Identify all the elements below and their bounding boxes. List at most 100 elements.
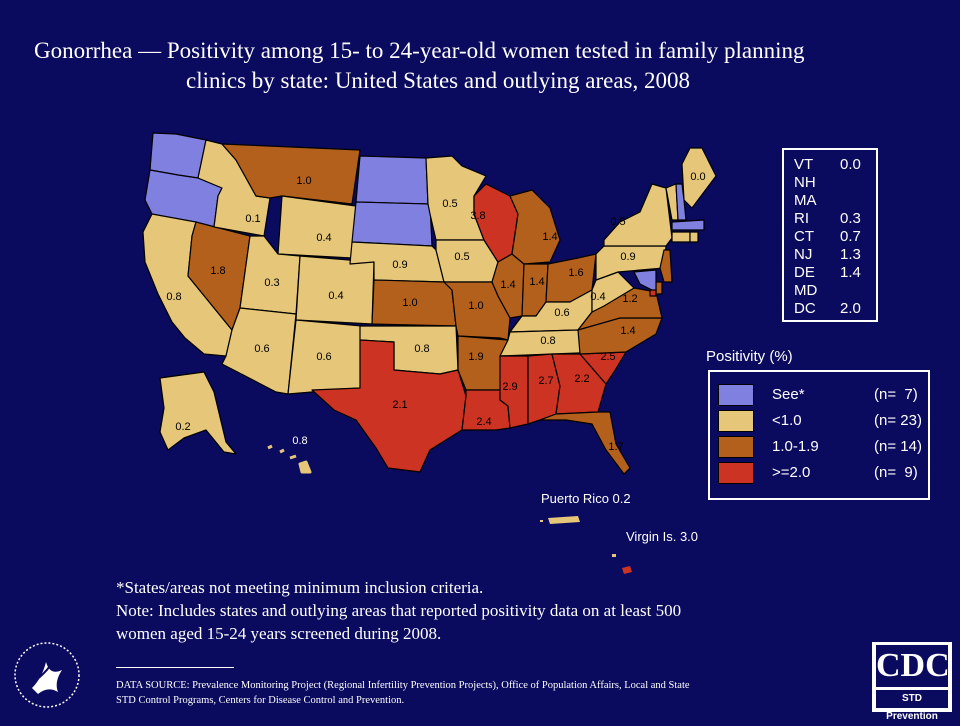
state-ny xyxy=(603,183,673,247)
state-value-ms: 2.9 xyxy=(502,381,517,393)
legend-label: >=2.0 xyxy=(772,464,811,481)
state-value-mo: 1.0 xyxy=(468,300,483,312)
state-value-wv: 0.4 xyxy=(590,291,605,303)
legend-count: (n= 9) xyxy=(874,464,918,481)
inset-state-value: 0.3 xyxy=(840,210,861,227)
legend-title: Positivity (%) xyxy=(706,348,793,365)
state-value-tn: 0.8 xyxy=(540,335,555,347)
inset-state-value: 2.0 xyxy=(840,300,861,317)
cdc-logo-subtitle: STD Prevention xyxy=(876,690,948,722)
footnote-line-3: women aged 15-24 years screened during 2… xyxy=(116,624,442,643)
legend-item: <1.0 (n= 23) xyxy=(718,410,924,432)
inset-state-value: 1.4 xyxy=(840,264,861,281)
inset-row-nj: NJ 1.3 xyxy=(794,246,872,264)
virgin-islands-islet xyxy=(612,554,616,557)
legend-count: (n= 23) xyxy=(874,412,922,429)
state-tx xyxy=(311,339,467,473)
inset-state-abbr: MD xyxy=(794,282,818,299)
inset-row-nh: NH xyxy=(794,174,872,192)
state-value-ar: 1.9 xyxy=(468,351,483,363)
title-line-2: clinics by state: United States and outl… xyxy=(186,68,690,93)
inset-state-value: 1.3 xyxy=(840,246,861,263)
state-de xyxy=(655,281,663,295)
legend-item: See* (n= 7) xyxy=(718,384,924,406)
state-value-tx: 2.1 xyxy=(392,399,407,411)
state-value-ak: 0.2 xyxy=(175,421,190,433)
state-nh xyxy=(675,183,687,221)
data-source: DATA SOURCE: Prevalence Monitoring Proje… xyxy=(116,678,856,708)
state-mi xyxy=(509,189,561,265)
state-value-sc: 2.5 xyxy=(600,351,615,363)
state-value-ky: 0.6 xyxy=(554,307,569,319)
legend-label: <1.0 xyxy=(772,412,802,429)
inset-state-abbr: DE xyxy=(794,264,815,281)
state-value-wy: 0.4 xyxy=(316,232,331,244)
state-value-ca: 0.8 xyxy=(166,291,181,303)
state-ct xyxy=(671,231,691,243)
legend-label: 1.0-1.9 xyxy=(772,438,819,455)
legend-item: 1.0-1.9 (n= 14) xyxy=(718,436,924,458)
state-ma xyxy=(671,219,705,231)
puerto-rico-shape xyxy=(548,516,580,524)
title-line-1: Gonorrhea — Positivity among 15- to 24-y… xyxy=(34,38,805,63)
state-wy xyxy=(277,195,357,259)
state-value-ia: 0.5 xyxy=(454,251,469,263)
inset-row-de: DE 1.4 xyxy=(794,264,872,282)
state-value-ks: 1.0 xyxy=(402,297,417,309)
state-dc xyxy=(649,289,657,297)
inset-state-abbr: CT xyxy=(794,228,814,245)
inset-state-value: 0.7 xyxy=(840,228,861,245)
inset-row-vt: VT 0.0 xyxy=(794,156,872,174)
inset-state-abbr: VT xyxy=(794,156,814,173)
state-ak xyxy=(159,371,237,455)
state-value-la: 2.4 xyxy=(476,416,491,428)
state-sd xyxy=(351,201,433,247)
virgin-islands-label: Virgin Is. 3.0 xyxy=(626,529,698,544)
virgin-islands-shape xyxy=(622,566,632,574)
state-value-ny: 0.5 xyxy=(610,216,625,228)
puerto-rico-label: Puerto Rico 0.2 xyxy=(541,491,631,506)
inset-row-md: MD xyxy=(794,282,872,300)
inset-row-ri: RI 0.3 xyxy=(794,210,872,228)
state-value-mi: 1.4 xyxy=(542,231,557,243)
state-value-me: 0.0 xyxy=(690,171,705,183)
state-nj xyxy=(659,249,673,283)
state-value-nv: 1.8 xyxy=(210,265,225,277)
state-value-az: 0.6 xyxy=(254,343,269,355)
inset-row-dc: DC 2.0 xyxy=(794,300,872,318)
state-value-mn: 0.5 xyxy=(442,198,457,210)
footnote-line-1: *States/areas not meeting minimum inclus… xyxy=(116,578,484,597)
state-value-ok: 0.8 xyxy=(414,343,429,355)
footnotes: *States/areas not meeting minimum inclus… xyxy=(116,576,681,645)
state-value-il: 1.4 xyxy=(500,279,515,291)
state-value-mt: 1.0 xyxy=(296,175,311,187)
state-value-fl: 1.7 xyxy=(608,441,623,453)
state-ri xyxy=(689,231,699,243)
state-value-pa: 0.9 xyxy=(620,251,635,263)
state-value-oh: 1.6 xyxy=(568,267,583,279)
state-value-ut: 0.3 xyxy=(264,277,279,289)
legend-count: (n= 7) xyxy=(874,386,918,403)
inset-state-value: 0.0 xyxy=(840,156,861,173)
legend-swatch xyxy=(718,384,754,406)
inset-state-abbr: RI xyxy=(794,210,809,227)
state-mt xyxy=(221,143,361,205)
inset-state-abbr: NH xyxy=(794,174,816,191)
legend: See* (n= 7) <1.0 (n= 23) 1.0-1.9 (n= 14) >=2.0… xyxy=(708,370,930,500)
legend-label: See* xyxy=(772,386,805,403)
hhs-eagle-logo-icon xyxy=(14,642,80,708)
inset-state-abbr: MA xyxy=(794,192,817,209)
state-value-nm: 0.6 xyxy=(316,351,331,363)
cdc-logo: CDC STD Prevention xyxy=(872,642,952,722)
inset-state-abbr: NJ xyxy=(794,246,813,263)
state-hi xyxy=(267,444,312,474)
legend-count: (n= 14) xyxy=(874,438,922,455)
legend-swatch xyxy=(718,462,754,484)
legend-swatch xyxy=(718,410,754,432)
state-value-ga: 2.2 xyxy=(574,373,589,385)
state-value-nc: 1.4 xyxy=(620,325,635,337)
state-value-wi: 3.8 xyxy=(470,210,485,222)
footnote-line-2: Note: Includes states and outlying areas… xyxy=(116,601,682,620)
inset-row-ct: CT 0.7 xyxy=(794,228,872,246)
